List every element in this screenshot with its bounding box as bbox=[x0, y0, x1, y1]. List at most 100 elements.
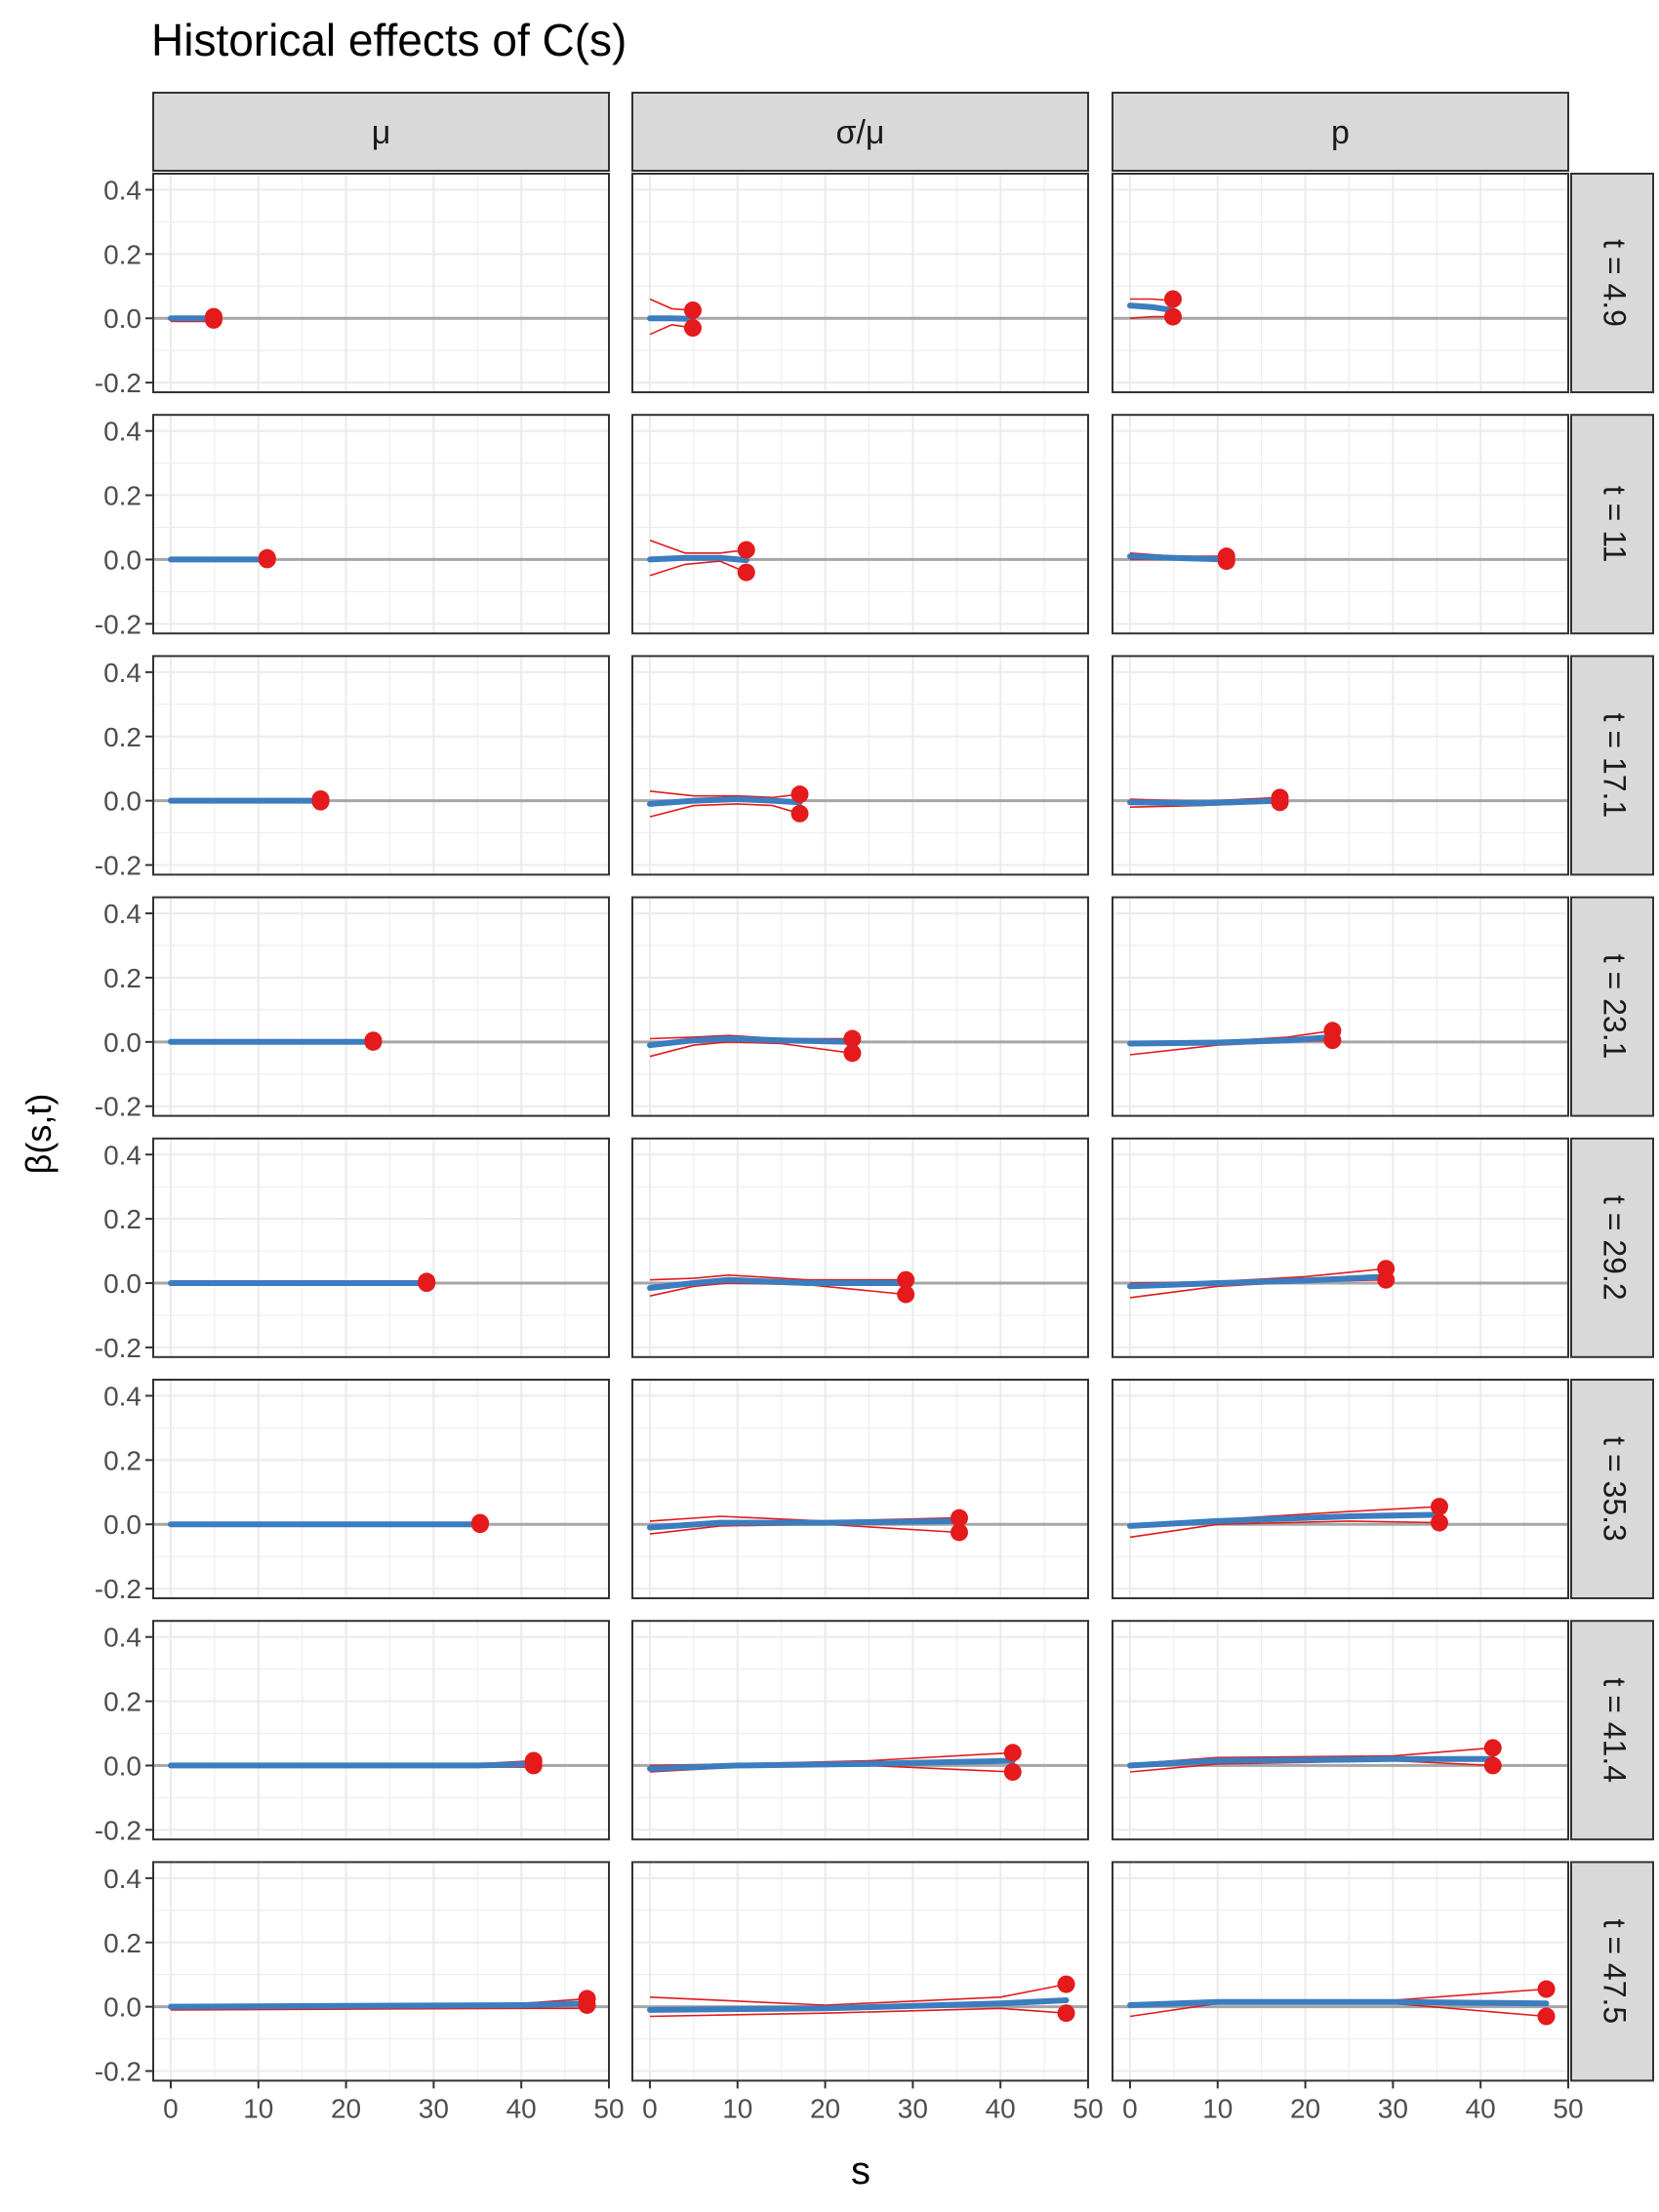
y-axis: 0.4 0.2 0.0 -0.2 bbox=[95, 1623, 153, 1845]
panel bbox=[1112, 1137, 1569, 1358]
panel-background bbox=[632, 1138, 1088, 1357]
y-tick-label: 0.0 bbox=[103, 544, 142, 575]
panel-border bbox=[1112, 173, 1569, 393]
y-tick-label: 0.0 bbox=[103, 1992, 142, 2023]
panel bbox=[1112, 896, 1569, 1117]
row-strip-label: t = 11 bbox=[1598, 486, 1633, 563]
chart-title: Historical effects of C(s) bbox=[151, 15, 627, 65]
row-strip-background bbox=[1570, 1379, 1654, 1599]
x-axis: 0 10 20 30 40 50 bbox=[642, 2080, 1104, 2123]
endpoint-marker bbox=[1163, 307, 1182, 326]
panel-border bbox=[152, 896, 610, 1117]
panel bbox=[631, 655, 1089, 876]
lower-band-line bbox=[649, 2007, 1067, 2018]
estimate-line bbox=[1127, 1033, 1336, 1047]
y-axis: 0.4 0.2 0.0 -0.2 bbox=[95, 417, 153, 639]
row-strip: t = 11 bbox=[1570, 414, 1654, 635]
lower-band-line bbox=[649, 560, 748, 577]
panel-background bbox=[153, 415, 609, 634]
y-axis: 0.4 0.2 0.0 -0.2 bbox=[95, 658, 153, 881]
panel bbox=[1112, 173, 1569, 393]
panel-background bbox=[1113, 656, 1568, 875]
x-tick-label: 50 bbox=[1072, 2093, 1103, 2123]
upper-band-line bbox=[649, 1983, 1067, 2006]
y-axis: 0.4 0.2 0.0 -0.2 bbox=[95, 1864, 153, 2087]
estimate-line bbox=[1127, 302, 1176, 313]
panel-border bbox=[1112, 414, 1569, 635]
panel bbox=[1112, 655, 1569, 876]
estimate-line bbox=[647, 1276, 910, 1291]
x-tick-label: 40 bbox=[986, 2093, 1016, 2123]
row-strip: t = 47.5 bbox=[1570, 1861, 1654, 2082]
endpoint-marker bbox=[950, 1508, 968, 1527]
endpoint-marker bbox=[1377, 1270, 1396, 1289]
y-tick-label: -0.2 bbox=[95, 1333, 142, 1363]
y-tick-label: 0.4 bbox=[103, 417, 142, 447]
estimate-line bbox=[1127, 1998, 1550, 2008]
endpoint-marker bbox=[950, 1523, 968, 1542]
panel-background bbox=[632, 1621, 1088, 1840]
x-tick-label: 50 bbox=[1553, 2093, 1583, 2123]
endpoint-marker bbox=[1217, 552, 1235, 571]
x-tick-label: 0 bbox=[642, 2093, 658, 2123]
panel-border bbox=[152, 173, 610, 393]
x-tick-label: 20 bbox=[331, 2093, 361, 2123]
endpoint-marker bbox=[897, 1270, 915, 1289]
endpoint-marker bbox=[1003, 1763, 1022, 1782]
endpoint-marker bbox=[1537, 1980, 1556, 1998]
row-strip-background bbox=[1570, 655, 1654, 876]
panel bbox=[631, 1861, 1089, 2082]
endpoint-marker bbox=[843, 1029, 862, 1048]
row-strip-background bbox=[1570, 1620, 1654, 1841]
y-tick-label: -0.2 bbox=[95, 1815, 142, 1845]
lower-band-line bbox=[170, 2007, 587, 2011]
panel-background bbox=[632, 174, 1088, 392]
column-strip-label: p bbox=[1331, 114, 1350, 151]
row-strip: t = 35.3 bbox=[1570, 1379, 1654, 1599]
panel-border bbox=[1112, 1379, 1569, 1599]
y-axis: 0.4 0.2 0.0 -0.2 bbox=[95, 175, 153, 398]
row-strip: t = 4.9 bbox=[1570, 173, 1654, 393]
row-strip-label: t = 35.3 bbox=[1598, 1436, 1633, 1542]
panel-border bbox=[1112, 1137, 1569, 1358]
estimate-line bbox=[168, 1760, 537, 1769]
column-strip-label: μ bbox=[372, 114, 391, 151]
x-tick-label: 30 bbox=[898, 2093, 928, 2123]
y-tick-label: 0.4 bbox=[103, 658, 142, 688]
panel bbox=[152, 414, 610, 635]
estimate-line bbox=[1127, 1511, 1442, 1529]
panel-border bbox=[152, 655, 610, 876]
estimate-line bbox=[647, 1517, 962, 1531]
panel-border bbox=[152, 414, 610, 635]
row-strip-label: t = 29.2 bbox=[1598, 1195, 1633, 1301]
y-tick-label: 0.2 bbox=[103, 239, 142, 269]
panel-border bbox=[152, 1861, 610, 2082]
panel bbox=[152, 1861, 610, 2082]
y-tick-label: 0.4 bbox=[103, 1381, 142, 1411]
estimate-line bbox=[647, 1757, 1016, 1772]
endpoint-marker bbox=[790, 804, 809, 823]
panel bbox=[1112, 1861, 1569, 2082]
y-tick-label: 0.2 bbox=[103, 1445, 142, 1475]
estimate-line bbox=[647, 1997, 1070, 2013]
y-tick-label: 0.0 bbox=[103, 1027, 142, 1058]
y-tick-label: 0.0 bbox=[103, 303, 142, 334]
panel bbox=[152, 655, 610, 876]
endpoint-marker bbox=[258, 550, 276, 569]
panel-border bbox=[1112, 1861, 1569, 2082]
endpoint-marker bbox=[897, 1285, 915, 1304]
row-strip-label: t = 4.9 bbox=[1598, 239, 1633, 327]
panel-background bbox=[153, 1862, 609, 2081]
endpoint-marker bbox=[1003, 1744, 1022, 1762]
panel bbox=[152, 173, 610, 393]
column-strip-background bbox=[631, 92, 1089, 172]
x-tick-label: 0 bbox=[1122, 2093, 1138, 2123]
panel-border bbox=[152, 1620, 610, 1841]
endpoint-marker bbox=[737, 541, 755, 559]
panel-border bbox=[631, 1137, 1089, 1358]
y-tick-label: -0.2 bbox=[95, 609, 142, 639]
row-strip-background bbox=[1570, 896, 1654, 1117]
row-strip-label: t = 47.5 bbox=[1598, 1919, 1633, 2025]
panel-border bbox=[1112, 896, 1569, 1117]
lower-band-line bbox=[649, 1040, 853, 1058]
